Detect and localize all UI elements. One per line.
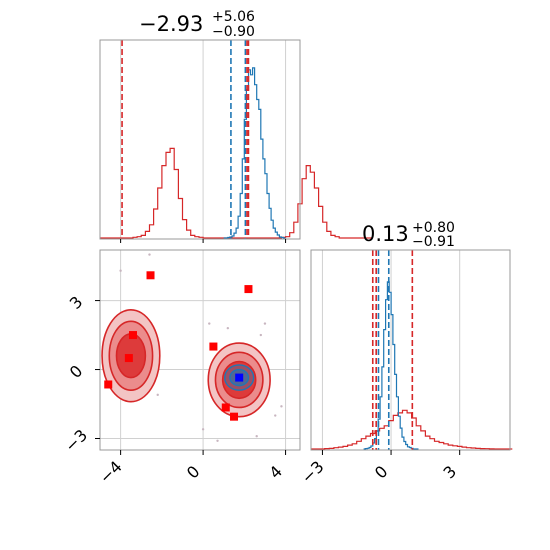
x-tick-label: −4 bbox=[96, 457, 126, 487]
sample-point bbox=[274, 414, 277, 417]
y-tick-label: 0 bbox=[66, 361, 87, 382]
red-square-marker bbox=[244, 285, 253, 294]
x-tick-label: 4 bbox=[265, 462, 286, 483]
sample-point bbox=[208, 322, 211, 325]
histogram-series-1 bbox=[223, 67, 286, 239]
title-bottom-right-upper: +0.80 bbox=[412, 220, 455, 236]
histogram-series-0 bbox=[100, 147, 373, 239]
panel-top-left-histogram bbox=[99, 39, 373, 243]
y-tick-label: −3 bbox=[61, 426, 91, 456]
red-square-marker bbox=[124, 354, 133, 363]
x-tick-label: 3 bbox=[439, 462, 460, 483]
blue-square-marker bbox=[235, 373, 244, 382]
sample-point bbox=[259, 333, 263, 337]
sample-point bbox=[255, 435, 258, 438]
red-square-marker bbox=[209, 342, 218, 351]
title-top-left-lower: −0.90 bbox=[212, 24, 255, 40]
sample-point bbox=[119, 269, 122, 272]
sample-point bbox=[226, 326, 230, 330]
red-square-marker bbox=[104, 380, 113, 389]
panel-frame bbox=[99, 39, 301, 240]
sample-point bbox=[201, 428, 205, 431]
red-square-marker bbox=[128, 331, 137, 340]
x-tick-label: −3 bbox=[297, 457, 327, 487]
title-bottom-right-lower: −0.91 bbox=[412, 234, 455, 250]
y-tick-label: 3 bbox=[66, 292, 87, 313]
sample-point bbox=[263, 322, 267, 325]
sample-point bbox=[280, 405, 283, 408]
sample-point bbox=[156, 393, 159, 397]
x-tick-label: 0 bbox=[371, 462, 392, 483]
sample-point bbox=[216, 439, 219, 443]
panel-bottom-right-histogram: −3 0 3 bbox=[297, 249, 513, 487]
panel-frame bbox=[310, 249, 511, 451]
title-top-left-value: −2.93 bbox=[139, 12, 203, 36]
panel-frame bbox=[99, 249, 301, 451]
panel-bottom-left-scatter: −4 0 4 −3 0 3 bbox=[61, 249, 301, 487]
x-tick-label: 0 bbox=[183, 462, 204, 483]
red-square-marker bbox=[221, 403, 230, 412]
sample-point bbox=[148, 253, 151, 256]
red-square-marker bbox=[230, 412, 239, 421]
red-square-marker bbox=[146, 271, 155, 280]
title-top-left-upper: +5.06 bbox=[212, 9, 255, 25]
title-bottom-right-value: 0.13 bbox=[362, 222, 409, 246]
